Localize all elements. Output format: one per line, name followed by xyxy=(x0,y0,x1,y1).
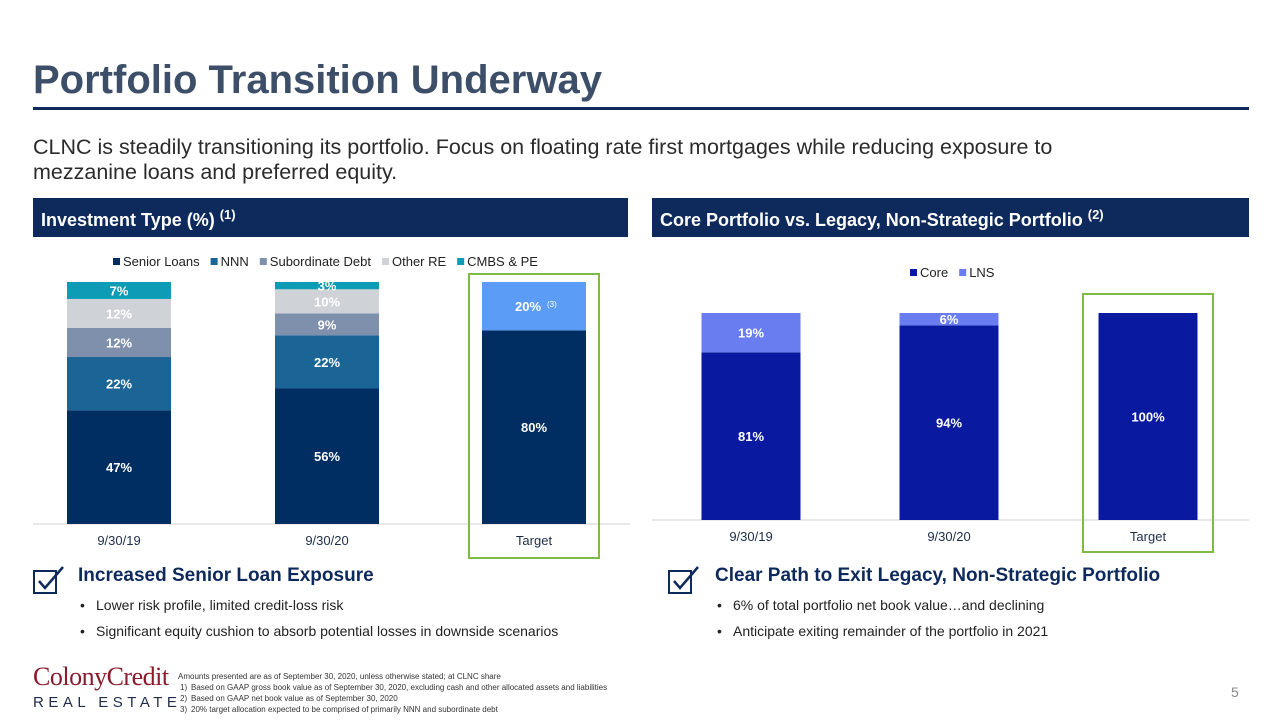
footnote-1: 1) Based on GAAP gross book value as of S… xyxy=(180,683,608,692)
x-tick-label: Target xyxy=(516,533,553,548)
data-label: 56% xyxy=(314,449,340,464)
x-tick-label: Target xyxy=(1130,529,1167,544)
bar-segment xyxy=(701,352,801,520)
legend-label: NNN xyxy=(221,254,249,269)
x-tick-label: 9/30/20 xyxy=(927,529,970,544)
legend-swatch xyxy=(959,269,967,276)
page-subtitle: CLNC is steadily transitioning its portf… xyxy=(33,135,1053,184)
bar-segment xyxy=(275,335,379,389)
data-label: 81% xyxy=(738,429,764,444)
footnote-2: 2) Based on GAAP net book value as of Sep… xyxy=(180,694,398,703)
legend-label: Subordinate Debt xyxy=(270,254,372,269)
data-label: 47% xyxy=(106,460,132,475)
bar-segment xyxy=(482,282,586,331)
legend-label: Core xyxy=(920,265,948,280)
legend-swatch xyxy=(457,258,465,265)
data-label: 100% xyxy=(1131,410,1165,425)
core-vs-legacy-chart: Core LNS 81% 19% 9/30/19 94% 6% 9/30/20 100% Targ… xyxy=(652,265,1249,553)
bar-segment xyxy=(899,325,999,520)
data-label: 12% xyxy=(106,306,132,321)
colony-credit-logo: ColonyCredit REAL ESTATE xyxy=(33,662,182,712)
legend-label: Senior Loans xyxy=(123,254,200,269)
legend-swatch xyxy=(210,258,218,265)
footnotes: Amounts presented are as of September 30… xyxy=(178,671,607,715)
bar-segment xyxy=(275,313,379,336)
senior-loan-bullets: Lower risk profile, limited credit-loss … xyxy=(78,597,558,649)
exit-legacy-title: Clear Path to Exit Legacy, Non-Strategic… xyxy=(715,565,1161,586)
x-tick-label: 9/30/19 xyxy=(729,529,772,544)
senior-loan-title: Increased Senior Loan Exposure xyxy=(78,565,374,586)
bar-segment xyxy=(482,330,586,524)
data-label: 7% xyxy=(110,283,129,298)
bar-segment xyxy=(67,410,171,524)
list-item: Anticipate exiting remainder of the port… xyxy=(715,623,1048,639)
legend-label: LNS xyxy=(969,265,995,280)
list-item: 6% of total portfolio net book value…and… xyxy=(715,597,1048,613)
investment-type-title: Investment Type (%) xyxy=(41,210,220,230)
footnote-ref-2: (2) xyxy=(1087,207,1104,222)
checkbox-check-icon xyxy=(668,566,699,594)
core-vs-legacy-title: Core Portfolio vs. Legacy, Non-Strategic… xyxy=(660,210,1088,230)
footnote-3: 3) 20% target allocation expected to be c… xyxy=(180,705,498,714)
data-label: 6% xyxy=(940,312,959,327)
bar-segment xyxy=(67,282,171,299)
footnote-ref-3: (3) xyxy=(547,300,557,309)
page-number: 5 xyxy=(1231,684,1239,700)
data-label: 10% xyxy=(314,294,340,309)
data-label: 20% xyxy=(515,299,541,314)
data-label: 19% xyxy=(738,326,764,341)
data-label: 3% xyxy=(318,279,337,294)
exit-legacy-bullets: 6% of total portfolio net book value…and… xyxy=(715,597,1048,649)
target-highlight-box xyxy=(1082,293,1214,553)
list-item: Lower risk profile, limited credit-loss … xyxy=(78,597,558,613)
logo-tagline: REAL ESTATE xyxy=(33,694,182,711)
title-divider xyxy=(33,107,1249,110)
bar-segment xyxy=(67,298,171,328)
bar-segment xyxy=(67,327,171,358)
list-item: Significant equity cushion to absorb pot… xyxy=(78,623,558,639)
data-label: 22% xyxy=(314,355,340,370)
bar-segment xyxy=(275,289,379,314)
bar-segment xyxy=(1098,313,1198,520)
logo-wordmark: ColonyCredit xyxy=(33,662,169,691)
bar-segment xyxy=(275,388,379,524)
target-highlight-box xyxy=(468,273,600,559)
investment-type-chart: Senior Loans NNN Subordinate Debt Other RE C… xyxy=(33,254,630,559)
bar-segment xyxy=(275,282,379,290)
bar-segment xyxy=(701,313,801,353)
bar-segment xyxy=(899,313,999,326)
legend-swatch xyxy=(113,258,120,265)
data-label: 22% xyxy=(106,377,132,392)
x-tick-label: 9/30/19 xyxy=(97,533,140,548)
core-vs-legacy-header: Core Portfolio vs. Legacy, Non-Strategic… xyxy=(652,198,1249,237)
bar-segment xyxy=(67,357,171,411)
data-label: 94% xyxy=(936,416,962,431)
page-title: Portfolio Transition Underway xyxy=(33,58,602,102)
footnote-note: Amounts presented are as of September 30… xyxy=(178,672,501,681)
legend-label: Other RE xyxy=(392,254,447,269)
legend-label: CMBS & PE xyxy=(467,254,538,269)
data-label: 80% xyxy=(521,420,547,435)
data-label: 9% xyxy=(318,317,337,332)
legend-swatch xyxy=(910,269,917,276)
footnote-ref-1: (1) xyxy=(219,207,236,222)
legend-swatch xyxy=(259,258,267,265)
checkbox-check-icon xyxy=(33,566,64,594)
legend-swatch xyxy=(381,258,389,265)
data-label: 12% xyxy=(106,336,132,351)
investment-type-header: Investment Type (%) (1) xyxy=(33,198,628,237)
x-tick-label: 9/30/20 xyxy=(305,533,348,548)
